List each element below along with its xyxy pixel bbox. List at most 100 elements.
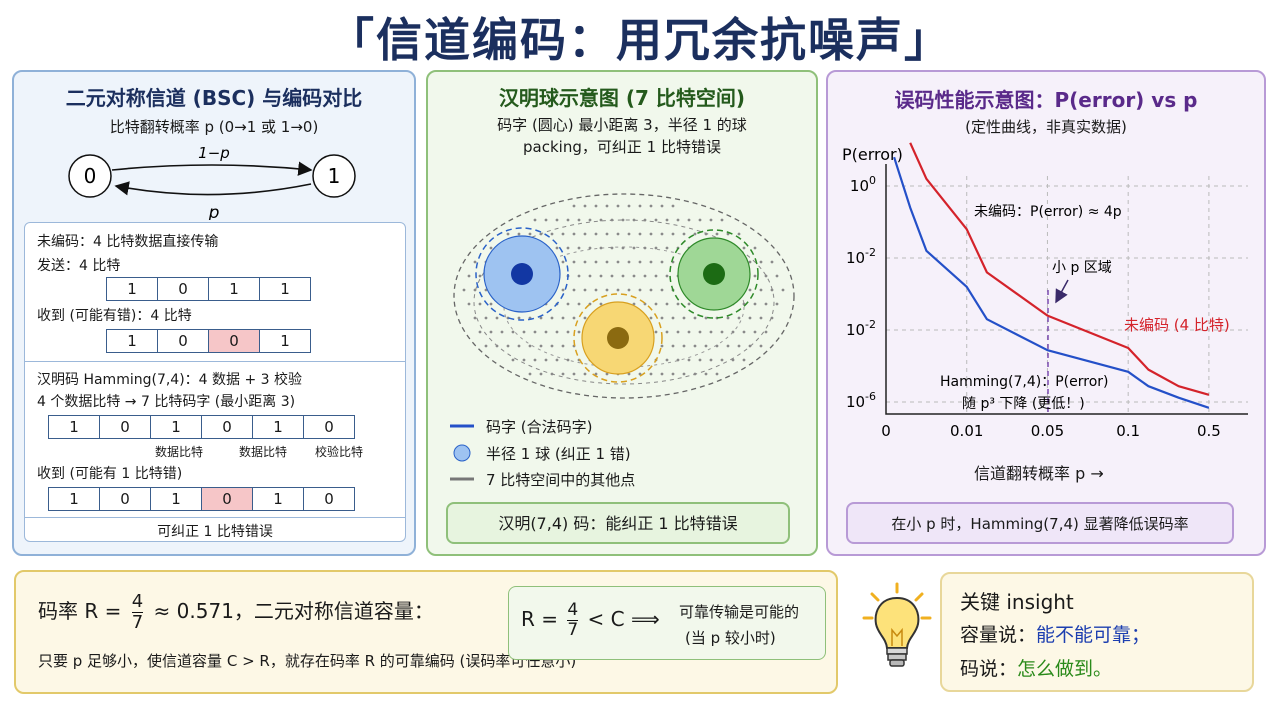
lightbulb-icon <box>862 582 932 667</box>
space-point <box>704 372 708 376</box>
space-point <box>676 330 680 334</box>
space-point <box>610 246 614 250</box>
space-point <box>654 218 658 222</box>
space-point <box>742 246 746 250</box>
space-point <box>599 302 603 306</box>
space-point <box>649 204 653 208</box>
space-point <box>500 330 504 334</box>
space-point <box>533 218 537 222</box>
space-point <box>621 246 625 250</box>
space-point <box>610 274 614 278</box>
sphere-yellow <box>573 293 663 383</box>
space-point <box>594 204 598 208</box>
space-point <box>533 358 537 362</box>
space-point <box>605 288 609 292</box>
hamming-label-2: 随 p³ 下降 (更低！) <box>962 396 1085 412</box>
space-point <box>687 302 691 306</box>
y-tick-label: 100 <box>850 174 876 195</box>
insight-code-em: 怎么做到。 <box>1017 658 1113 680</box>
space-point <box>583 288 587 292</box>
space-point <box>517 344 521 348</box>
space-point <box>770 288 774 292</box>
space-point <box>599 218 603 222</box>
error-bit-cell: 0 <box>201 487 253 511</box>
space-point <box>660 288 664 292</box>
space-point <box>671 204 675 208</box>
insight-panel: 关键 insight 容量说：能不能可靠； 码说：怎么做到。 <box>940 572 1254 692</box>
space-point <box>676 218 680 222</box>
insight-code: 码说：怎么做到。 <box>960 654 1112 681</box>
space-point <box>594 260 598 264</box>
space-point <box>660 372 664 376</box>
space-point <box>583 204 587 208</box>
insight-title: 关键 insight <box>960 590 1074 614</box>
caption-check: 校验比特 <box>314 445 363 459</box>
bit-cell: 1 <box>106 329 158 353</box>
space-point <box>522 358 526 362</box>
space-point <box>572 288 576 292</box>
space-point <box>528 344 532 348</box>
bit-cell: 0 <box>157 329 209 353</box>
space-point <box>698 330 702 334</box>
space-point <box>737 344 741 348</box>
perf-subtitle: (定性曲线，非真实数据) <box>965 118 1127 136</box>
space-point <box>671 344 675 348</box>
recv-label: 收到 (可能有错)：4 比特 <box>37 308 192 324</box>
space-point <box>478 274 482 278</box>
space-point <box>594 288 598 292</box>
space-point <box>539 344 543 348</box>
space-point <box>550 232 554 236</box>
space-point <box>572 232 576 236</box>
box-r: R = <box>521 607 565 631</box>
fraction-numerator: 4 <box>131 591 144 613</box>
bsc-subtitle: 比特翻转概率 p (0→1 或 1→0) <box>109 118 319 136</box>
space-point <box>522 330 526 334</box>
space-point <box>550 344 554 348</box>
space-point <box>643 218 647 222</box>
y-tick-label: 10-6 <box>846 390 876 411</box>
space-point <box>720 330 724 334</box>
space-point <box>594 232 598 236</box>
space-point <box>577 330 581 334</box>
space-point <box>467 302 471 306</box>
box-fraction-den: 7 <box>567 620 579 640</box>
space-point <box>764 274 768 278</box>
space-point <box>748 344 752 348</box>
space-point <box>654 330 658 334</box>
hamming-bits: 1 0 1 0 1 0 <box>48 415 355 439</box>
box-lt: < C ⟹ <box>581 607 660 631</box>
x-tick-label: 0.5 <box>1197 422 1221 440</box>
space-point <box>764 302 768 306</box>
space-point <box>715 344 719 348</box>
space-point <box>610 218 614 222</box>
space-point <box>731 330 735 334</box>
space-point <box>605 372 609 376</box>
space-point <box>572 204 576 208</box>
space-point <box>665 218 669 222</box>
hamming-recv-label: 收到 (可能有 1 比特错) <box>37 466 183 482</box>
hamming-curve <box>893 156 1210 409</box>
y-axis-label: P(error) <box>842 145 903 164</box>
space-point <box>550 372 554 376</box>
space-boundary <box>453 193 795 399</box>
space-point <box>770 316 774 320</box>
space-point <box>528 372 532 376</box>
insight-capacity-prefix: 容量说： <box>960 624 1037 646</box>
space-point <box>715 232 719 236</box>
bit-cell: 1 <box>259 329 311 353</box>
space-point <box>566 302 570 306</box>
hamming-heading: 汉明码 Hamming(7,4)：4 数据 + 3 校验 <box>37 372 303 388</box>
space-point <box>478 302 482 306</box>
insight-code-prefix: 码说： <box>960 658 1018 680</box>
space-point <box>616 204 620 208</box>
bit-cell: 1 <box>252 487 304 511</box>
space-point <box>748 260 752 264</box>
bsc-edge-top <box>111 161 313 176</box>
space-point <box>638 204 642 208</box>
space-point <box>709 358 713 362</box>
space-point <box>533 330 537 334</box>
space-point <box>506 232 510 236</box>
space-point <box>687 358 691 362</box>
space-point <box>588 218 592 222</box>
